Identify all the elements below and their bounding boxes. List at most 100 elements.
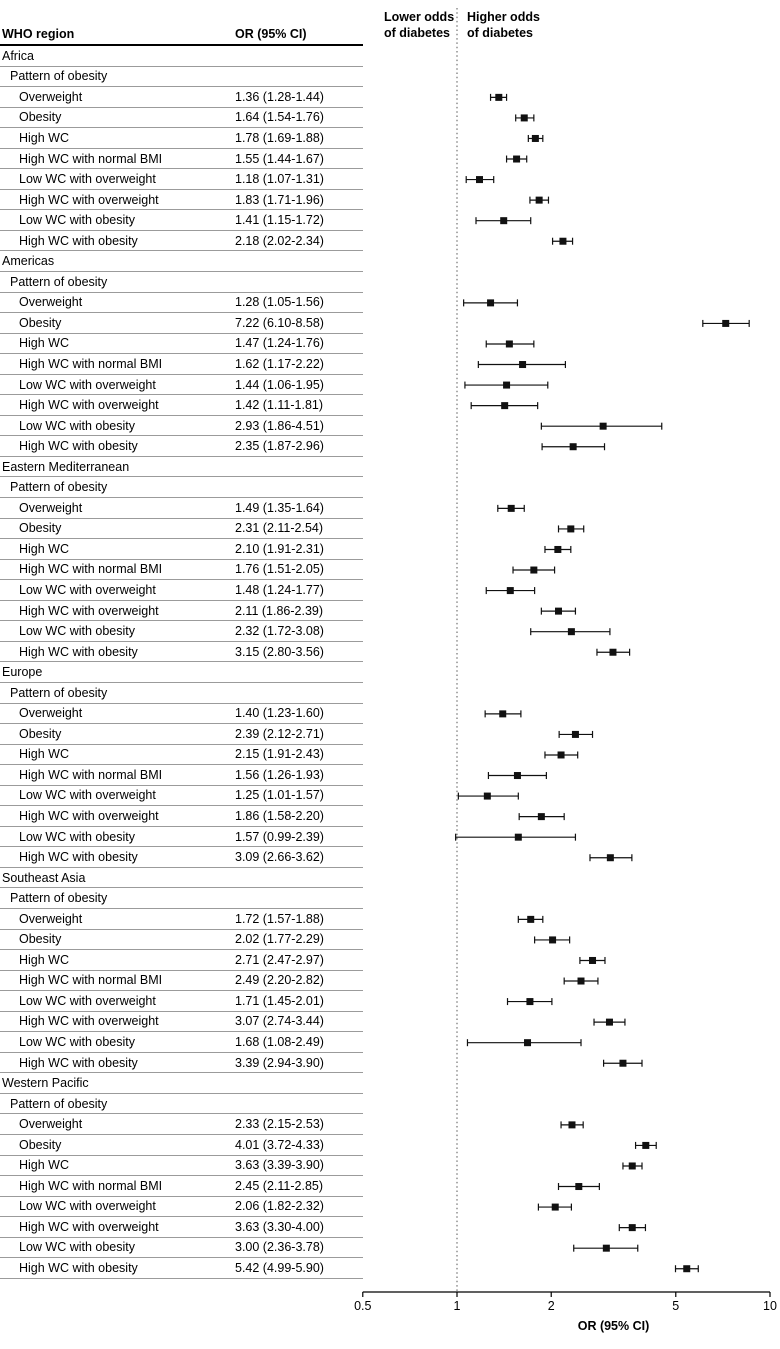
item-row: Low WC with obesity 1.68 (1.08-2.49): [0, 1032, 363, 1053]
subheader-row-label: Pattern of obesity: [10, 1096, 108, 1111]
point-marker: [526, 998, 534, 1006]
or-ci-value: 1.47 (1.24-1.76): [235, 336, 324, 351]
item-row-label: Overweight: [19, 911, 83, 926]
item-row: High WC with normal BMI 1.55 (1.44-1.67): [0, 149, 363, 170]
higher-odds-line2: of diabetes: [467, 25, 533, 40]
subheader-row-label: Pattern of obesity: [10, 891, 108, 906]
point-marker: [507, 504, 515, 512]
item-row-label: High WC with normal BMI: [19, 356, 163, 371]
or-ci-value: 1.78 (1.69-1.88): [235, 130, 324, 145]
point-marker: [642, 1141, 650, 1149]
or-ci-value: 2.39 (2.12-2.71): [235, 726, 324, 741]
subheader-row-label: Pattern of obesity: [10, 274, 108, 289]
or-ci-value: 3.63 (3.30-4.00): [235, 1219, 324, 1234]
point-marker: [513, 155, 521, 163]
or-ci-value: 2.45 (2.11-2.85): [235, 1178, 324, 1193]
item-row-label: Low WC with obesity: [19, 213, 136, 228]
item-row-label: High WC with obesity: [19, 850, 138, 865]
item-row-label: Low WC with obesity: [19, 1240, 136, 1255]
item-row-label: High WC with overweight: [19, 1014, 159, 1029]
item-row: Obesity 2.31 (2.11-2.54): [0, 519, 363, 540]
item-row: Low WC with overweight 1.71 (1.45-2.01): [0, 991, 363, 1012]
or-ci-value: 1.56 (1.26-1.93): [235, 767, 324, 782]
or-ci-value: 4.01 (3.72-4.33): [235, 1137, 324, 1152]
item-row-label: Obesity: [19, 726, 62, 741]
item-row: High WC with normal BMI 1.76 (1.51-2.05): [0, 560, 363, 581]
or-ci-value: 2.49 (2.20-2.82): [235, 973, 324, 988]
or-ci-value: 2.02 (1.77-2.29): [235, 932, 324, 947]
item-row: Low WC with obesity 3.00 (2.36-3.78): [0, 1238, 363, 1259]
point-marker: [571, 730, 579, 738]
or-ci-value: 5.42 (4.99-5.90): [235, 1261, 324, 1276]
region-row-label: Western Pacific: [2, 1076, 89, 1091]
or-ci-value: 1.68 (1.08-2.49): [235, 1035, 324, 1050]
region-row: Europe: [0, 662, 363, 683]
subheader-row: Pattern of obesity: [0, 1094, 363, 1115]
or-ci-value: 1.72 (1.57-1.88): [235, 911, 324, 926]
item-row-label: Overweight: [19, 706, 83, 721]
region-row: Southeast Asia: [0, 868, 363, 889]
item-row-label: Overweight: [19, 500, 83, 515]
item-row: Overweight 2.33 (2.15-2.53): [0, 1114, 363, 1135]
item-row-label: Low WC with obesity: [19, 624, 136, 639]
subheader-row: Pattern of obesity: [0, 477, 363, 499]
point-marker: [568, 1121, 576, 1129]
item-row: Low WC with overweight 1.18 (1.07-1.31): [0, 169, 363, 190]
item-row: High WC with obesity 3.09 (2.66-3.62): [0, 847, 363, 868]
item-row-label: High WC with obesity: [19, 1261, 138, 1276]
higher-odds-label: Higher odds of diabetes: [467, 10, 540, 41]
point-marker: [506, 587, 514, 595]
subheader-row: Pattern of obesity: [0, 888, 363, 909]
item-row: High WC 2.15 (1.91-2.43): [0, 745, 363, 766]
or-ci-value: 1.83 (1.71-1.96): [235, 192, 324, 207]
point-marker: [475, 176, 483, 184]
table-col-header-region: WHO region: [2, 27, 75, 41]
or-ci-value: 2.93 (1.86-4.51): [235, 418, 324, 433]
item-row-label: Low WC with overweight: [19, 377, 156, 392]
or-ci-value: 1.64 (1.54-1.76): [235, 110, 324, 125]
item-row-label: Overweight: [19, 1117, 83, 1132]
item-row: High WC 2.10 (1.91-2.31): [0, 539, 363, 560]
item-row-label: Overweight: [19, 89, 83, 104]
or-ci-value: 2.15 (1.91-2.43): [235, 747, 324, 762]
x-axis-tick-label: 10: [763, 1299, 777, 1313]
or-ci-value: 2.18 (2.02-2.34): [235, 233, 324, 248]
item-row-label: High WC with normal BMI: [19, 1178, 163, 1193]
item-row-label: High WC with overweight: [19, 809, 159, 823]
x-axis-tick-label: 1: [454, 1299, 461, 1313]
item-row: Obesity 1.64 (1.54-1.76): [0, 108, 363, 129]
item-row-label: High WC with obesity: [19, 644, 138, 659]
item-row: High WC with overweight 1.83 (1.71-1.96): [0, 190, 363, 211]
item-row-label: High WC: [19, 747, 70, 762]
point-marker: [524, 1039, 532, 1047]
item-row-label: High WC: [19, 336, 70, 351]
or-ci-value: 1.71 (1.45-2.01): [235, 993, 324, 1008]
table-rows: Africa Pattern of obesity Overweight 1.36 (…: [0, 46, 363, 1279]
item-row: High WC with normal BMI 1.56 (1.26-1.93): [0, 765, 363, 786]
point-marker: [567, 525, 575, 533]
subheader-row: Pattern of obesity: [0, 683, 363, 704]
item-row-label: Obesity: [19, 315, 62, 330]
point-marker: [531, 134, 539, 142]
item-row: High WC with overweight 1.42 (1.11-1.81): [0, 395, 363, 416]
or-ci-value: 3.07 (2.74-3.44): [235, 1014, 324, 1029]
item-row-label: Overweight: [19, 295, 83, 310]
item-row: Obesity 2.39 (2.12-2.71): [0, 724, 363, 745]
item-row: High WC with obesity 5.42 (4.99-5.90): [0, 1258, 363, 1279]
item-row: Obesity 2.02 (1.77-2.29): [0, 930, 363, 951]
item-row-label: Obesity: [19, 932, 62, 947]
or-ci-value: 2.33 (2.15-2.53): [235, 1117, 324, 1132]
item-row: High WC with obesity 3.39 (2.94-3.90): [0, 1053, 363, 1074]
item-row-label: High WC with obesity: [19, 233, 138, 248]
item-row-label: High WC with overweight: [19, 192, 159, 207]
point-marker: [499, 710, 507, 718]
item-row: High WC with overweight 3.07 (2.74-3.44): [0, 1012, 363, 1033]
region-row: Eastern Mediterranean: [0, 457, 363, 478]
item-row: Low WC with obesity 2.32 (1.72-3.08): [0, 621, 363, 642]
or-ci-value: 1.76 (1.51-2.05): [235, 562, 324, 577]
item-row: High WC with obesity 2.18 (2.02-2.34): [0, 231, 363, 252]
table-col-header-or: OR (95% CI): [235, 27, 307, 41]
item-row: High WC with overweight 1.86 (1.58-2.20): [0, 806, 363, 827]
x-axis-tick-label: 2: [548, 1299, 555, 1313]
or-ci-value: 1.25 (1.01-1.57): [235, 788, 324, 803]
